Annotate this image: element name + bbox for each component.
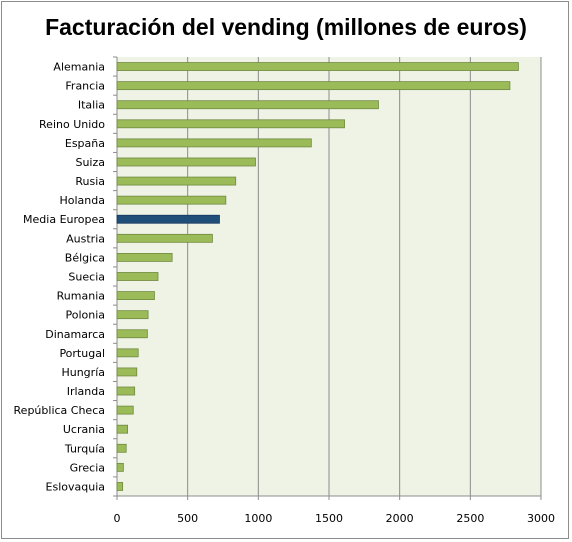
- bar: [116, 348, 139, 358]
- bar: [116, 100, 379, 110]
- plot-area: 0 500 1000 1500 2000 2500 3000 Alemania Francia I…: [14, 56, 555, 525]
- x-tick-label: 500: [177, 512, 198, 525]
- category-label: Holanda: [60, 194, 106, 207]
- bar: [116, 482, 124, 491]
- bar: [116, 310, 149, 320]
- bar-highlight: [116, 214, 220, 224]
- x-tick-label: 2000: [386, 512, 414, 525]
- category-label: Rumania: [57, 290, 105, 303]
- category-label: República Checa: [14, 404, 105, 417]
- category-label: Grecia: [70, 461, 105, 474]
- category-label: España: [65, 137, 105, 150]
- bar: [116, 462, 124, 472]
- bar: [116, 157, 256, 167]
- bar: [116, 138, 312, 148]
- x-tick-label: 3000: [527, 512, 555, 525]
- category-label: Media Europea: [23, 213, 105, 226]
- x-tick-label: 1000: [244, 512, 272, 525]
- bar: [116, 195, 227, 205]
- bar: [116, 367, 138, 377]
- category-label: Turquía: [64, 442, 105, 455]
- bar: [116, 233, 213, 243]
- bar: [116, 62, 519, 71]
- category-label: Bélgica: [65, 251, 105, 264]
- bar: [116, 329, 148, 339]
- category-label: Dinamarca: [45, 328, 105, 341]
- bar: [116, 386, 136, 396]
- category-label: Suecia: [68, 271, 105, 284]
- bar: [116, 291, 155, 300]
- category-label: Italia: [78, 99, 105, 112]
- bar: [116, 81, 511, 91]
- x-tick-label: 2500: [456, 512, 484, 525]
- chart-title: Facturación del vending (millones de eur…: [45, 14, 527, 40]
- category-label: Rusia: [75, 175, 105, 188]
- category-label: Austria: [66, 232, 105, 245]
- category-label: Ucrania: [63, 423, 105, 436]
- category-label: Eslovaquia: [46, 480, 105, 493]
- category-label: Irlanda: [67, 385, 105, 398]
- bar: [116, 119, 345, 129]
- bar: [116, 424, 128, 434]
- x-tick-label: 1500: [315, 512, 343, 525]
- category-label: Portugal: [59, 347, 105, 360]
- bar: [116, 176, 237, 186]
- category-label: Polonia: [65, 309, 105, 322]
- category-label: Suiza: [75, 156, 105, 169]
- bar: [116, 272, 159, 281]
- x-tick-label: 0: [114, 512, 121, 525]
- bar: [116, 443, 127, 453]
- category-label: Hungría: [61, 366, 105, 379]
- category-label: Francia: [65, 80, 105, 93]
- bar: [116, 405, 134, 415]
- category-label: Alemania: [53, 61, 105, 74]
- bar: [116, 253, 173, 262]
- category-label: Reino Unido: [39, 118, 105, 131]
